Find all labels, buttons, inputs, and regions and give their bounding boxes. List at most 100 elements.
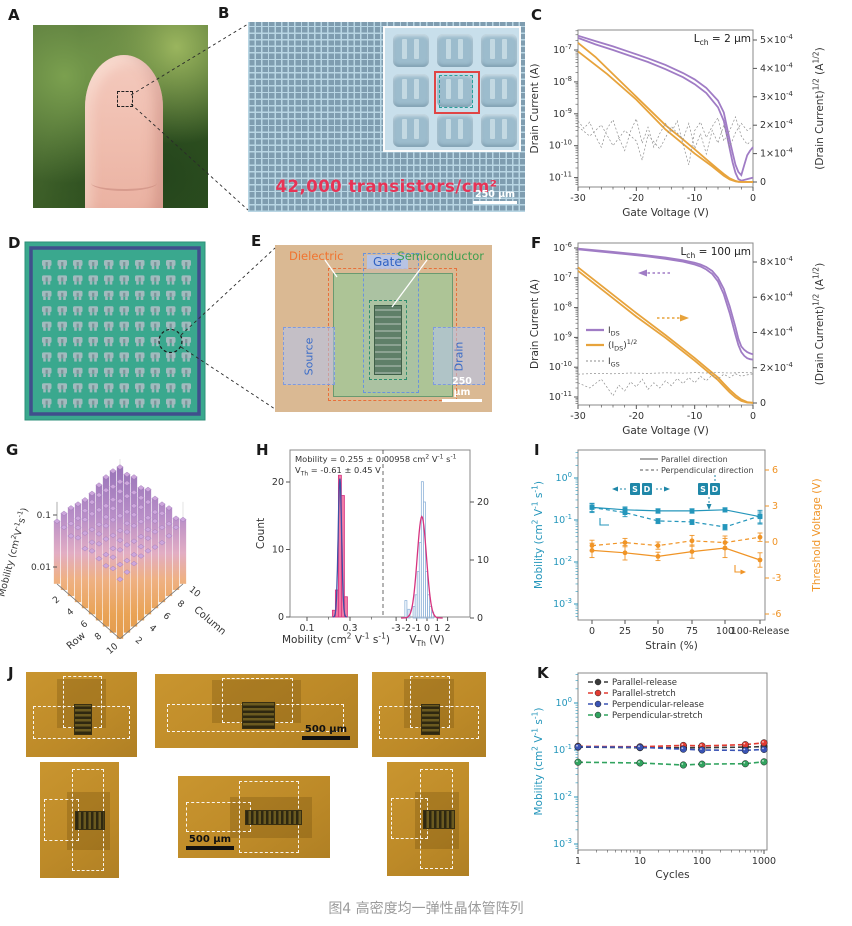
- panel-label-b: B: [218, 4, 230, 22]
- svg-text:20: 20: [477, 497, 489, 508]
- svg-text:Drain Current (A): Drain Current (A): [529, 279, 541, 369]
- svg-text:2: 2: [445, 623, 451, 634]
- micrograph-2: 500 μm: [155, 674, 358, 748]
- svg-text:4×10-4: 4×10-4: [760, 326, 793, 339]
- svg-text:10-7: 10-7: [553, 271, 572, 284]
- svg-text:Lch = 2 μm: Lch = 2 μm: [694, 33, 751, 47]
- source-electrode: Source: [283, 327, 335, 385]
- scale-bar-label: 250 μm: [452, 376, 472, 398]
- svg-text:0: 0: [589, 626, 595, 637]
- svg-text:0.3: 0.3: [342, 623, 357, 634]
- micrograph-1: [26, 672, 137, 757]
- svg-text:-20: -20: [629, 193, 645, 204]
- svg-text:0.1: 0.1: [299, 623, 314, 634]
- semiconductor-outline: [369, 300, 407, 380]
- svg-text:D: D: [644, 485, 651, 494]
- svg-text:-3: -3: [391, 623, 400, 634]
- panel-label-d: D: [8, 234, 21, 252]
- chart-transfer-100um: -30 -20 -10 0 10-6 10-7 10-8 10-9 10-10 10-11 0 2×1…: [529, 241, 826, 437]
- svg-text:Perpendicular direction: Perpendicular direction: [661, 466, 754, 475]
- svg-text:-30: -30: [570, 193, 586, 204]
- svg-text:100: 100: [693, 856, 711, 867]
- inset-transistor-cell: [437, 34, 473, 67]
- svg-text:100: 100: [716, 626, 734, 637]
- micrographs-stretching: 500 μm 500 μm: [0, 660, 530, 890]
- svg-text:10-10: 10-10: [549, 139, 572, 152]
- svg-text:0: 0: [760, 398, 766, 409]
- svg-text:0: 0: [424, 623, 430, 634]
- svg-text:25: 25: [619, 626, 631, 637]
- svg-text:Cycles: Cycles: [655, 869, 689, 881]
- svg-text:2: 2: [133, 635, 144, 646]
- svg-text:8: 8: [93, 631, 104, 643]
- svg-text:6×10-4: 6×10-4: [760, 290, 793, 303]
- inset-transistor-cell: [481, 74, 517, 107]
- svg-text:10-8: 10-8: [553, 301, 572, 314]
- svg-text:10: 10: [634, 856, 646, 867]
- svg-text:10-1: 10-1: [553, 743, 572, 756]
- svg-text:3×10-4: 3×10-4: [760, 90, 793, 103]
- semiconductor-label: Semiconductor: [397, 249, 484, 263]
- chart-cycling-stability: 1 10 100 1000 100 10-1 10-2 10-3 Cycles Mobility …: [531, 672, 776, 881]
- channel-region: [374, 305, 402, 375]
- svg-text:VTh = -0.61 ± 0.45 V: VTh = -0.61 ± 0.45 V: [295, 465, 381, 477]
- svg-text:1: 1: [575, 856, 581, 867]
- svg-text:4×10-4: 4×10-4: [760, 61, 793, 74]
- svg-text:Row: Row: [65, 630, 88, 652]
- highlight-box-teal: [439, 75, 473, 108]
- micrograph-3: [372, 672, 486, 757]
- dielectric-label: Dielectric: [289, 249, 344, 263]
- svg-text:10-10: 10-10: [549, 360, 572, 373]
- svg-text:1000: 1000: [752, 856, 776, 867]
- svg-text:10: 10: [272, 545, 284, 556]
- panel-label-i: I: [534, 441, 540, 459]
- inset-transistor-cell: [481, 34, 517, 67]
- scale-bar-label: 500 μm: [188, 834, 232, 845]
- svg-text:10-3: 10-3: [553, 837, 572, 850]
- svg-text:10: 10: [187, 585, 202, 600]
- svg-text:5×10-4: 5×10-4: [760, 33, 793, 46]
- svg-text:10-11: 10-11: [549, 171, 572, 184]
- svg-text:20: 20: [272, 477, 284, 488]
- svg-text:Column: Column: [191, 605, 227, 638]
- micrograph-5: 500 μm: [178, 776, 330, 858]
- inset-transistor-cell: [437, 74, 473, 107]
- scale-bar: 500 μm: [302, 724, 350, 740]
- svg-text:0: 0: [772, 537, 778, 548]
- svg-text:2×10-4: 2×10-4: [760, 361, 793, 374]
- svg-text:10-7: 10-7: [553, 43, 572, 56]
- svg-text:VTh (V): VTh (V): [409, 634, 444, 648]
- svg-text:(Drain Current)1/2 (A1/2): (Drain Current)1/2 (A1/2): [812, 47, 826, 169]
- svg-text:10: 10: [477, 555, 489, 566]
- pointer-lines: [324, 259, 428, 308]
- svg-text:8: 8: [175, 599, 186, 611]
- svg-text:6: 6: [161, 611, 172, 623]
- svg-text:10-8: 10-8: [553, 75, 572, 88]
- drain-electrode: Drain: [433, 327, 485, 385]
- svg-text:4: 4: [147, 623, 158, 635]
- svg-text:75: 75: [686, 626, 698, 637]
- highlight-box-red: [434, 71, 480, 114]
- svg-text:Count: Count: [255, 518, 267, 549]
- svg-text:Mobility (cm2V-1s-1): Mobility (cm2V-1s-1): [0, 506, 31, 598]
- svg-text:Mobility (cm2 V-1 s-1): Mobility (cm2 V-1 s-1): [282, 632, 390, 646]
- svg-text:1×10-4: 1×10-4: [760, 147, 793, 160]
- svg-text:0: 0: [750, 411, 756, 422]
- svg-text:0.01: 0.01: [31, 563, 51, 573]
- svg-text:Mobility = 0.255 ± 0.00958 cm2: Mobility = 0.255 ± 0.00958 cm2 V-1 s-1: [295, 454, 457, 464]
- svg-text:Drain Current (A): Drain Current (A): [529, 64, 541, 154]
- panel-label-c: C: [531, 6, 543, 24]
- svg-text:10-3: 10-3: [553, 597, 572, 610]
- micrograph-4: [40, 762, 119, 878]
- svg-text:0: 0: [760, 177, 766, 188]
- scale-bar: 250 μm: [473, 189, 517, 204]
- inset-transistor-cell: [393, 74, 429, 107]
- scale-bar: 250 μm: [442, 376, 482, 402]
- svg-text:-2: -2: [402, 623, 411, 634]
- scale-bar: 500 μm: [186, 834, 234, 850]
- svg-text:Perpendicular-release: Perpendicular-release: [612, 700, 704, 710]
- svg-text:IDS: IDS: [608, 326, 620, 338]
